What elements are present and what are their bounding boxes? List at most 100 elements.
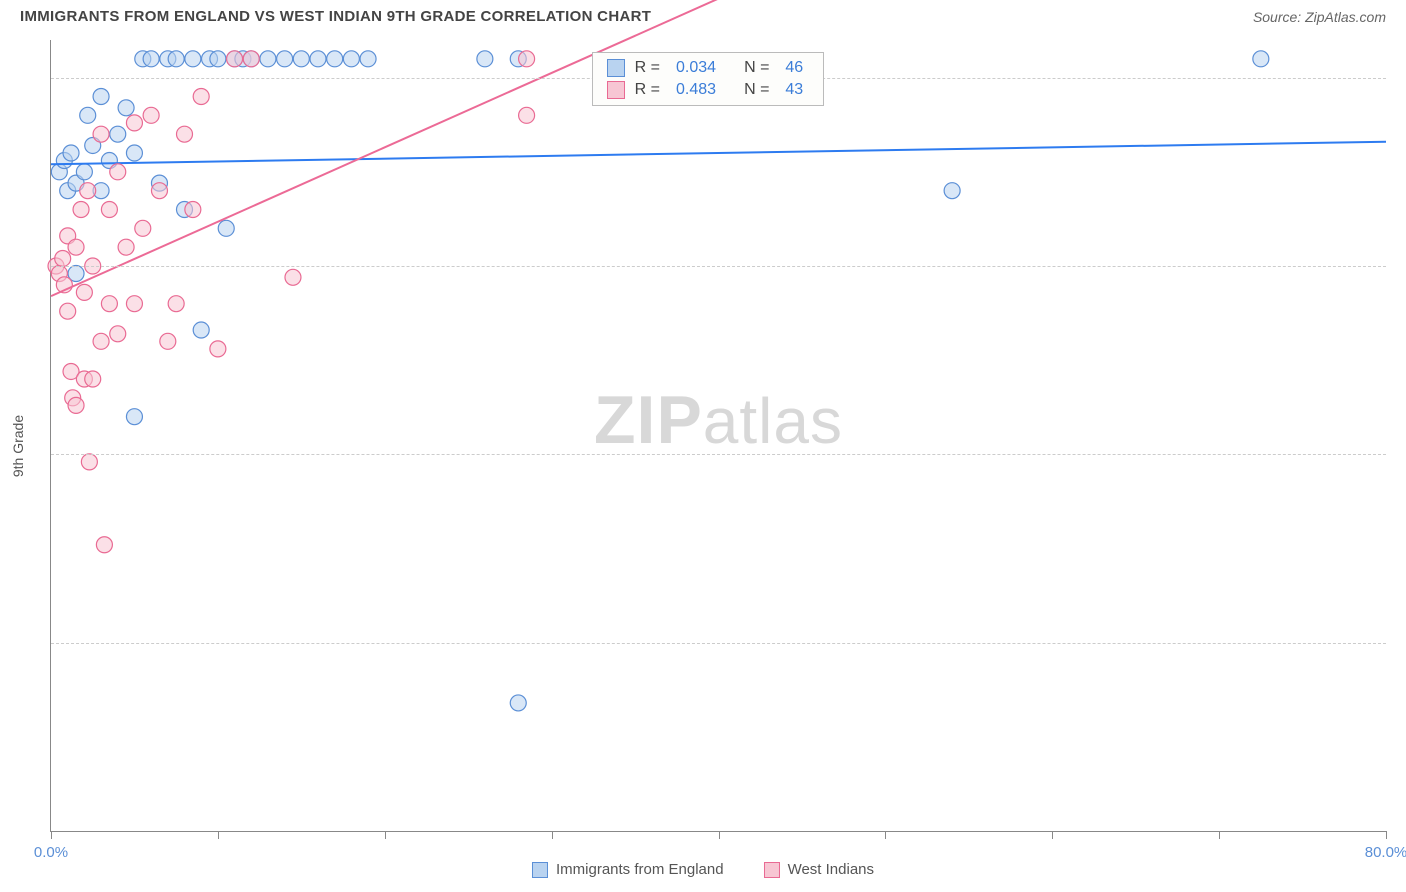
source-name: ZipAtlas.com	[1305, 9, 1386, 25]
scatter-point	[68, 397, 84, 413]
legend-bottom: Immigrants from England West Indians	[532, 861, 874, 878]
scatter-point	[193, 322, 209, 338]
scatter-point	[68, 239, 84, 255]
scatter-point	[151, 183, 167, 199]
scatter-point	[110, 126, 126, 142]
scatter-point	[81, 454, 97, 470]
x-tick-label: 0.0%	[34, 844, 68, 861]
scatter-point	[210, 341, 226, 357]
gridline	[51, 643, 1386, 644]
scatter-point	[80, 183, 96, 199]
chart-title: IMMIGRANTS FROM ENGLAND VS WEST INDIAN 9…	[20, 8, 651, 25]
scatter-point	[519, 107, 535, 123]
x-tick	[385, 831, 386, 839]
gridline	[51, 454, 1386, 455]
stats-swatch	[607, 81, 625, 99]
scatter-point	[93, 126, 109, 142]
scatter-point	[101, 202, 117, 218]
x-tick	[51, 831, 52, 839]
scatter-point	[177, 126, 193, 142]
scatter-point	[85, 371, 101, 387]
scatter-point	[218, 220, 234, 236]
scatter-point	[76, 164, 92, 180]
stats-n-label: N =	[744, 59, 769, 77]
scatter-point	[118, 239, 134, 255]
scatter-point	[96, 537, 112, 553]
x-tick-label: 80.0%	[1365, 844, 1406, 861]
scatter-point	[63, 145, 79, 161]
stats-r-value: 0.034	[676, 59, 716, 77]
scatter-point	[55, 250, 71, 266]
scatter-point	[60, 303, 76, 319]
scatter-point	[243, 51, 259, 67]
scatter-point	[93, 333, 109, 349]
scatter-point	[160, 333, 176, 349]
x-tick	[719, 831, 720, 839]
scatter-point	[110, 326, 126, 342]
scatter-point	[327, 51, 343, 67]
y-tick-label: 100.0%	[1396, 69, 1406, 86]
scatter-point	[126, 145, 142, 161]
x-tick	[1052, 831, 1053, 839]
scatter-point	[118, 100, 134, 116]
scatter-point	[227, 51, 243, 67]
x-tick	[885, 831, 886, 839]
y-tick-label: 90.0%	[1396, 446, 1406, 463]
scatter-point	[310, 51, 326, 67]
scatter-point	[193, 89, 209, 105]
scatter-point	[143, 107, 159, 123]
stats-r-label: R =	[635, 59, 660, 77]
trend-line	[51, 0, 1386, 296]
legend-item: West Indians	[764, 861, 874, 878]
y-tick-label: 85.0%	[1396, 634, 1406, 651]
x-tick	[1219, 831, 1220, 839]
stats-box: R = 0.034 N = 46 R = 0.483 N = 43	[592, 52, 825, 106]
stats-n-value: 46	[785, 59, 803, 77]
scatter-point	[210, 51, 226, 67]
scatter-point	[360, 51, 376, 67]
stats-swatch	[607, 59, 625, 77]
legend-item: Immigrants from England	[532, 861, 724, 878]
gridline	[51, 266, 1386, 267]
scatter-point	[126, 296, 142, 312]
scatter-point	[93, 89, 109, 105]
scatter-point	[343, 51, 359, 67]
scatter-point	[168, 51, 184, 67]
legend-label: West Indians	[788, 861, 874, 878]
chart-plot-area: ZIPatlas 85.0%90.0%95.0%100.0%0.0%80.0%R…	[50, 40, 1386, 832]
scatter-point	[143, 51, 159, 67]
scatter-point	[101, 296, 117, 312]
scatter-svg	[51, 40, 1386, 831]
y-axis-title: 9th Grade	[10, 415, 26, 477]
x-tick	[218, 831, 219, 839]
scatter-point	[285, 269, 301, 285]
scatter-point	[477, 51, 493, 67]
scatter-point	[73, 202, 89, 218]
scatter-point	[260, 51, 276, 67]
scatter-point	[944, 183, 960, 199]
scatter-point	[110, 164, 126, 180]
stats-row: R = 0.034 N = 46	[593, 57, 824, 79]
scatter-point	[185, 51, 201, 67]
stats-r-value: 0.483	[676, 81, 716, 99]
scatter-point	[293, 51, 309, 67]
stats-n-value: 43	[785, 81, 803, 99]
scatter-point	[126, 409, 142, 425]
y-tick-label: 95.0%	[1396, 258, 1406, 275]
scatter-point	[126, 115, 142, 131]
scatter-point	[277, 51, 293, 67]
scatter-point	[1253, 51, 1269, 67]
scatter-point	[80, 107, 96, 123]
scatter-point	[519, 51, 535, 67]
x-tick	[552, 831, 553, 839]
scatter-point	[185, 202, 201, 218]
source-label: Source:	[1253, 9, 1301, 25]
chart-source: Source: ZipAtlas.com	[1253, 9, 1386, 25]
stats-n-label: N =	[744, 81, 769, 99]
scatter-point	[510, 695, 526, 711]
trend-line	[51, 142, 1386, 165]
legend-swatch	[764, 862, 780, 878]
stats-r-label: R =	[635, 81, 660, 99]
scatter-point	[135, 220, 151, 236]
legend-swatch	[532, 862, 548, 878]
